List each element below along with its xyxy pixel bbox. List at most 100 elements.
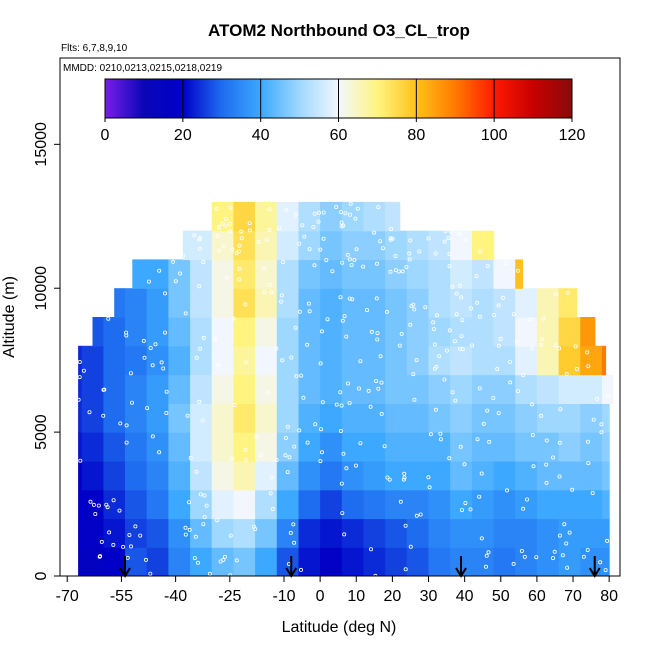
track-point (281, 260, 286, 265)
track-point (118, 421, 123, 426)
track-point (479, 536, 484, 541)
track-point (463, 501, 468, 506)
heatmap-cell (558, 460, 581, 491)
x-tick-label: -70 (56, 588, 79, 605)
track-point (431, 320, 436, 325)
track-point (350, 297, 355, 302)
track-point (247, 228, 252, 233)
colorbar: 0 20 40 60 80 100 120 (101, 78, 585, 144)
heatmap-cell (428, 317, 451, 347)
track-point (463, 237, 468, 242)
track-point (288, 530, 293, 535)
heatmap-cell (125, 403, 148, 433)
heatmap-cell (471, 518, 495, 548)
heatmap-cell (298, 374, 321, 404)
heatmap-cell (125, 518, 148, 548)
track-point (268, 282, 273, 287)
heatmap-cell (168, 547, 191, 576)
track-point (570, 487, 575, 492)
heatmap-cell (558, 374, 581, 404)
track-point (534, 555, 539, 560)
track-point (442, 377, 447, 382)
heatmap-cell (406, 403, 430, 433)
heatmap-cell (515, 259, 523, 289)
track-point (477, 314, 482, 319)
track-point (438, 437, 443, 442)
heatmap-cell (78, 518, 83, 548)
track-point (349, 262, 354, 267)
heatmap-cell (341, 518, 365, 548)
heatmap-cell (125, 317, 148, 347)
colorbar-tick-label: 0 (101, 127, 110, 144)
track-point (530, 346, 535, 351)
heatmap-cell (601, 489, 610, 520)
track-point (450, 284, 455, 289)
track-point (300, 223, 305, 228)
heatmap-cell (515, 432, 538, 462)
track-point (521, 506, 526, 511)
heatmap-cell (536, 460, 560, 491)
heatmap-cell (168, 518, 191, 548)
track-point (293, 212, 298, 217)
heatmap-cell (385, 288, 408, 318)
heatmap-cell (601, 345, 607, 376)
track-point (121, 544, 126, 549)
track-point (398, 499, 403, 504)
heatmap-cell (385, 201, 401, 232)
heatmap-cell (103, 374, 126, 404)
track-point (423, 305, 428, 310)
heatmap-cell (515, 374, 538, 404)
heatmap-cell (103, 317, 126, 347)
heatmap-cell (536, 547, 560, 576)
heatmap-cell (92, 317, 104, 347)
heatmap-cell (276, 460, 300, 491)
track-point (344, 466, 349, 471)
track-point (491, 312, 496, 317)
track-point (366, 388, 371, 393)
track-point (253, 527, 258, 532)
track-point (504, 488, 509, 493)
track-point (457, 346, 462, 351)
track-point (265, 390, 270, 395)
track-point (187, 527, 192, 532)
heatmap-cell (233, 460, 256, 491)
heatmap-cell (255, 547, 278, 576)
heatmap-cell (320, 230, 343, 261)
x-tick-label: 70 (564, 588, 582, 605)
track-point (77, 359, 82, 364)
heatmap-cell (233, 317, 256, 347)
heatmap-cell (493, 288, 516, 318)
track-point (228, 205, 233, 210)
heatmap-cell (406, 259, 430, 289)
heatmap-cell (580, 489, 603, 520)
colorbar-tick-label: 60 (330, 127, 348, 144)
heatmap-cell (558, 288, 578, 318)
heatmap-cell (428, 288, 451, 318)
track-point (478, 249, 483, 254)
track-point (101, 387, 106, 392)
heatmap-cell (146, 518, 169, 548)
track-point (598, 560, 603, 565)
track-point (214, 206, 219, 211)
track-point (267, 227, 272, 232)
heatmap-cell (125, 345, 148, 376)
track-point (522, 554, 527, 559)
track-point (434, 313, 439, 318)
track-point (162, 291, 167, 296)
track-point (96, 503, 101, 508)
track-point (283, 453, 288, 458)
heatmap-cell (233, 230, 256, 261)
track-point (387, 477, 392, 482)
heatmap-cell (580, 345, 603, 376)
track-point (412, 397, 417, 402)
heatmap-cell (471, 547, 495, 576)
heatmap-cell (320, 460, 343, 491)
heatmap-cell (385, 489, 408, 520)
track-point (352, 257, 357, 262)
heatmap-cell (298, 259, 321, 289)
track-point (603, 568, 608, 573)
track-point (232, 403, 237, 408)
track-point (380, 246, 385, 251)
heatmap-cell (168, 317, 191, 347)
heatmap-cell (558, 547, 581, 576)
